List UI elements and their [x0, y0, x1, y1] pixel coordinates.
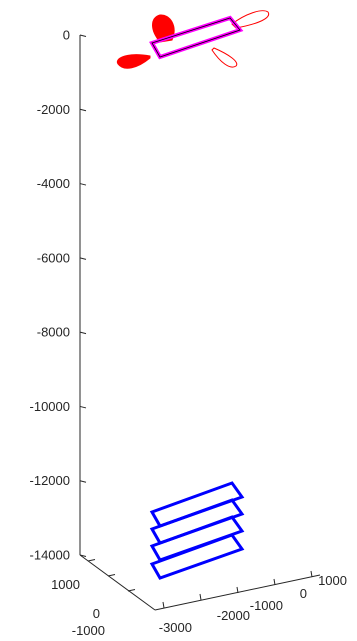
z-tick-mark	[79, 34, 87, 37]
z-tick-label: -10000	[30, 399, 70, 414]
y-tick-label: 0	[93, 606, 100, 621]
receiver-layer-1	[149, 481, 245, 528]
z-tick-label: -8000	[37, 325, 70, 340]
platform	[149, 15, 244, 60]
lobe-upper-right	[231, 10, 270, 29]
z-tick-label: -14000	[30, 548, 70, 563]
receiver-layer-3	[149, 515, 245, 562]
y-tick-mark	[127, 589, 136, 592]
receiver-layers	[149, 481, 245, 580]
y-axis-ticks: 1000 0 -1000	[51, 559, 136, 638]
y-axis-line	[79, 554, 156, 611]
z-tick-mark	[79, 257, 87, 260]
x-tick-mark	[273, 578, 276, 586]
x-tick-label: -3000	[159, 620, 192, 635]
y-tick-mark	[107, 574, 116, 577]
z-tick-label: 0	[63, 28, 70, 43]
platform-inner-edge	[151, 17, 241, 58]
z-tick-mark	[79, 183, 87, 186]
y-tick-label: 1000	[51, 577, 80, 592]
x-tick-mark	[162, 601, 165, 609]
x-axis-ticks: 1000 0 -1000-2000 -3000	[159, 570, 347, 635]
axes	[79, 35, 321, 611]
x-tick-label: -1000	[250, 598, 283, 613]
z-tick-label: -12000	[30, 473, 70, 488]
z-tick-label: -2000	[37, 102, 70, 117]
x-tick-mark	[310, 570, 313, 578]
z-tick-mark	[79, 554, 87, 557]
x-tick-label: -2000	[217, 608, 250, 623]
lobe-upper-left	[152, 14, 175, 43]
lobe-lower-left	[116, 54, 151, 69]
x-tick-mark	[236, 586, 239, 594]
receiver-layer-2	[149, 498, 245, 545]
lobe-lower-right	[211, 47, 238, 68]
receiver-layer-4	[149, 533, 245, 580]
radiation-lobes	[116, 10, 270, 69]
z-tick-mark	[79, 405, 87, 409]
y-tick-mark	[87, 559, 96, 562]
x-tick-mark	[199, 593, 202, 601]
z-tick-mark	[79, 331, 87, 335]
z-tick-mark	[79, 108, 87, 112]
z-axis-ticks: 0 -2000 -4000 -6000 -8000 -10000 -12000 -14000	[30, 28, 87, 563]
z-tick-label: -6000	[37, 250, 70, 265]
z-tick-mark	[79, 480, 87, 483]
z-tick-label: -4000	[37, 176, 70, 191]
x-tick-label: 1000	[318, 573, 347, 588]
x-tick-label: 0	[300, 586, 307, 601]
y-tick-label: -1000	[72, 623, 105, 638]
